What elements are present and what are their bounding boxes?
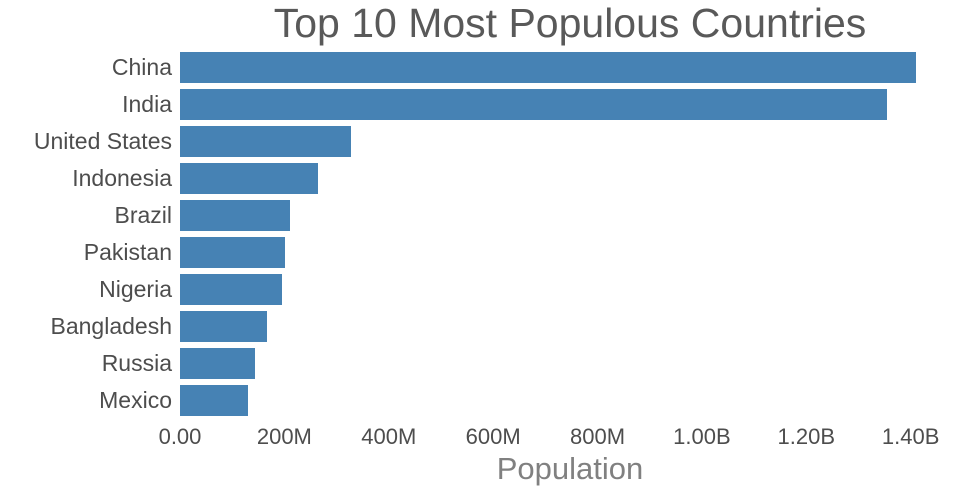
bar [180, 237, 285, 269]
x-tick-label: 600M [465, 424, 521, 450]
x-tick-label: 200M [256, 424, 312, 450]
plot-area: China India United States Indonesia Brazil Pa… [0, 49, 960, 419]
y-tick-label: Russia [101, 350, 172, 377]
bar-row: Pakistan [0, 234, 960, 271]
x-axis: 0.00 200M 400M 600M 800M 1.00B 1.20B 1.40B [159, 419, 942, 451]
x-tick-label: 0.00 [158, 424, 202, 450]
x-tick-label: 400M [361, 424, 417, 450]
bar-row: India [0, 86, 960, 123]
bar-row: China [0, 49, 960, 86]
bar [180, 126, 351, 158]
bar-track [180, 126, 942, 158]
y-tick-label: Pakistan [83, 239, 172, 266]
bar [180, 311, 267, 343]
chart-title: Top 10 Most Populous Countries [273, 0, 867, 46]
x-tick-label: 800M [570, 424, 626, 450]
bar-row: Bangladesh [0, 308, 960, 345]
bar [180, 385, 248, 417]
y-tick-label: Nigeria [99, 276, 172, 303]
y-tick-label: United States [33, 128, 172, 155]
bar-row: Indonesia [0, 160, 960, 197]
bar [180, 89, 887, 121]
bar-track [180, 274, 942, 306]
bar [180, 274, 283, 306]
bar [180, 348, 256, 380]
y-tick-label: Indonesia [72, 165, 172, 192]
x-tick-label: 1.00B [673, 424, 731, 450]
bar [180, 52, 916, 84]
bar-track [180, 200, 942, 232]
bar-row: United States [0, 123, 960, 160]
bar-track [180, 348, 942, 380]
bar-row: Mexico [0, 382, 960, 419]
bar-track [180, 311, 942, 343]
bar [180, 163, 318, 195]
bar-track [180, 89, 942, 121]
bar [180, 200, 291, 232]
x-tick-label: 1.40B [881, 424, 940, 450]
bar-row: Brazil [0, 197, 960, 234]
bar-track [180, 163, 942, 195]
y-tick-label: Brazil [114, 202, 172, 229]
y-tick-label: China [111, 54, 172, 81]
bar-row: Nigeria [0, 271, 960, 308]
y-tick-label: Bangladesh [50, 313, 173, 340]
bar-track [180, 385, 942, 417]
bar-track [180, 52, 942, 84]
bar-track [180, 237, 942, 269]
y-tick-label: India [122, 91, 172, 118]
bar-row: Russia [0, 345, 960, 382]
x-axis-label: Population [496, 451, 644, 487]
y-tick-label: Mexico [99, 387, 172, 414]
x-tick-label: 1.20B [777, 424, 836, 450]
